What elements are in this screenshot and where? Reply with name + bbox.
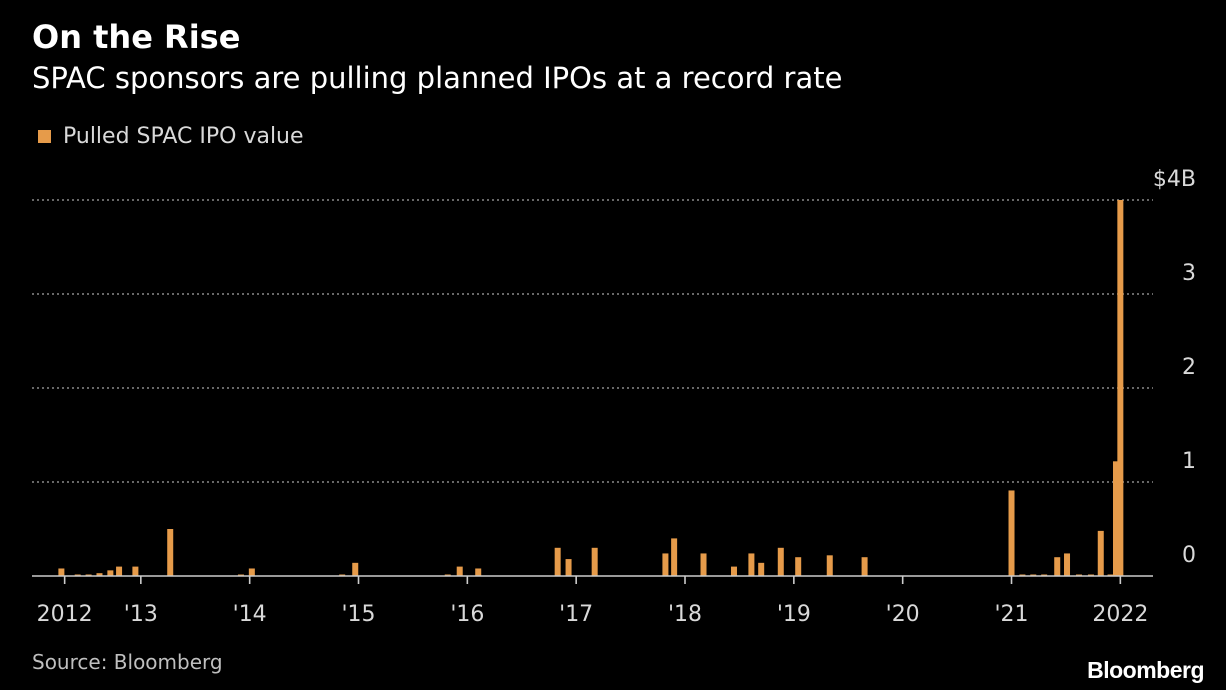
bar	[96, 573, 103, 576]
bar	[591, 547, 598, 576]
chart-subtitle: SPAC sponsors are pulling planned IPOs a…	[32, 61, 843, 95]
x-tick-label: '21	[994, 602, 1028, 627]
gridlines	[32, 199, 1153, 483]
bar	[826, 555, 833, 576]
bar	[758, 562, 765, 576]
bar	[132, 566, 139, 576]
chart-legend: Pulled SPAC IPO value	[38, 124, 304, 149]
y-tick-label: 0	[1182, 543, 1196, 568]
bar	[116, 566, 123, 576]
x-tick-label: '14	[233, 602, 267, 627]
bar	[554, 547, 561, 576]
bar	[671, 538, 678, 576]
x-tick-label: 2022	[1092, 602, 1148, 627]
x-tick-label: '19	[777, 602, 811, 627]
bar	[748, 553, 755, 576]
source-note: Source: Bloomberg	[32, 650, 223, 674]
bar	[248, 568, 255, 576]
x-tick-label: '20	[886, 602, 920, 627]
chart-title: On the Rise	[32, 18, 241, 56]
x-tick-label: '15	[341, 602, 375, 627]
legend-swatch	[38, 130, 51, 143]
y-tick-label: 2	[1182, 355, 1196, 380]
y-tick-label: 3	[1182, 261, 1196, 286]
bar	[1112, 461, 1119, 576]
bloomberg-logo: Bloomberg	[1087, 657, 1204, 683]
x-tick-label: '13	[124, 602, 158, 627]
bar	[795, 557, 802, 576]
bar	[58, 568, 65, 576]
bar	[730, 566, 737, 576]
bar	[475, 568, 482, 576]
bar	[1054, 557, 1061, 576]
y-tick-label: $4B	[1153, 167, 1196, 192]
bar	[700, 553, 707, 576]
bar	[1008, 490, 1015, 576]
bar	[1117, 200, 1124, 576]
bar	[167, 529, 174, 576]
bar	[1064, 553, 1071, 576]
x-axis: 2012 '13 '14 '15 '16 '17 '18 '19 '20 '21 2022	[32, 575, 1153, 627]
bar	[861, 557, 868, 576]
x-tick-label: '18	[668, 602, 702, 627]
bar	[456, 566, 463, 576]
bar	[107, 570, 114, 576]
legend-label: Pulled SPAC IPO value	[63, 124, 304, 149]
y-tick-label: 1	[1182, 449, 1196, 474]
bar	[1097, 530, 1104, 576]
x-tick-label: 2012	[37, 602, 93, 627]
bar	[352, 562, 359, 576]
bar	[662, 553, 669, 576]
bar	[565, 559, 572, 576]
bar	[777, 547, 784, 576]
x-tick-label: '16	[450, 602, 484, 627]
x-tick-label: '17	[559, 602, 593, 627]
y-axis: 0 1 2 3 $4B	[1153, 167, 1196, 568]
